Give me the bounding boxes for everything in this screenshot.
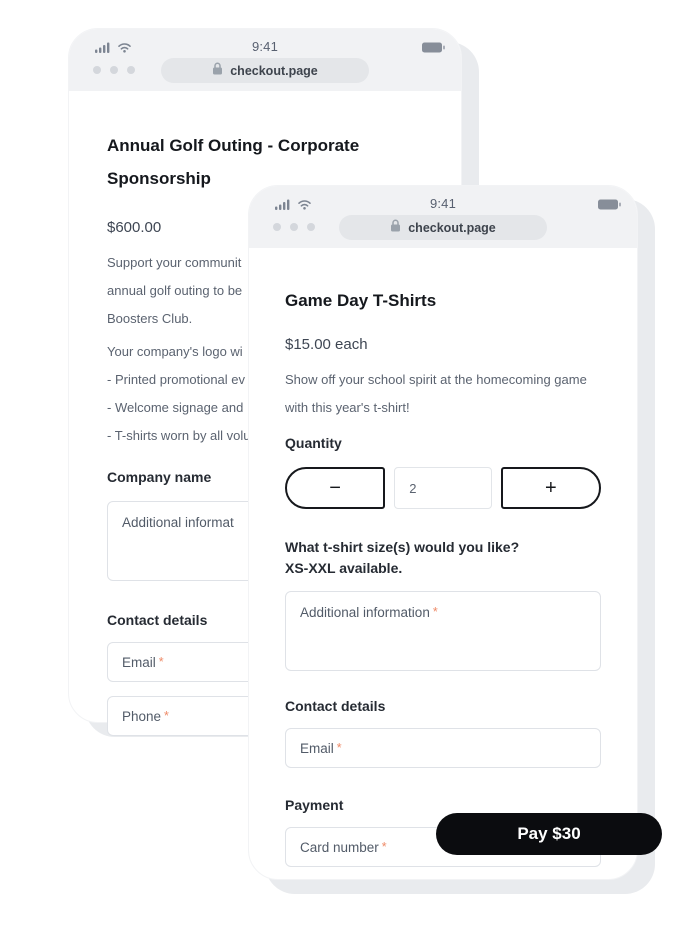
window-dot: [273, 223, 281, 231]
phone-mockup-front: 9:41 checkout.: [248, 185, 662, 880]
wifi-icon: [297, 197, 312, 215]
product-price: $15.00 each: [285, 336, 368, 353]
required-mark: *: [336, 741, 342, 755]
required-mark: *: [432, 605, 438, 619]
status-bar: 9:41: [69, 29, 461, 57]
textarea-placeholder: Additional informat: [122, 515, 234, 530]
window-dot: [127, 66, 135, 74]
status-time: 9:41: [251, 39, 279, 54]
quantity-increase-button[interactable]: +: [500, 467, 602, 509]
size-question-label: What t-shirt size(s) would you like? XS-…: [285, 539, 520, 576]
wifi-icon: [117, 40, 132, 58]
window-dot: [110, 66, 118, 74]
quantity-decrease-button[interactable]: −: [285, 467, 386, 509]
field-placeholder: Phone: [122, 708, 162, 724]
battery-icon: [598, 197, 621, 215]
address-bar[interactable]: checkout.page: [339, 215, 547, 240]
field-placeholder: Email: [300, 740, 334, 756]
window-buttons: [93, 66, 135, 74]
pay-button[interactable]: Pay $30: [436, 813, 662, 855]
browser-chrome: 9:41 checkout.: [69, 29, 461, 91]
contact-details-label: Contact details: [285, 698, 386, 714]
browser-chrome: 9:41 checkout.: [249, 186, 637, 248]
url-text: checkout.page: [408, 220, 496, 235]
window-dot: [290, 223, 298, 231]
required-mark: *: [158, 655, 164, 669]
window-dot: [307, 223, 315, 231]
cellular-signal-icon: [95, 40, 111, 58]
product-title: Game Day T-Shirts: [285, 291, 437, 310]
status-time: 9:41: [429, 196, 457, 211]
quantity-input[interactable]: 2: [394, 467, 492, 509]
quantity-label: Quantity: [285, 435, 342, 451]
required-mark: *: [381, 840, 387, 854]
window-buttons: [273, 223, 315, 231]
cellular-signal-icon: [275, 197, 291, 215]
product-description: Support your communit annual golf outing…: [107, 255, 243, 326]
browser-toolbar: checkout.page: [69, 57, 461, 89]
benefits-list: Your company's logo wi - Printed promoti…: [107, 344, 251, 443]
window-dot: [93, 66, 101, 74]
product-price: $600.00: [107, 219, 162, 236]
url-text: checkout.page: [230, 63, 318, 78]
address-bar[interactable]: checkout.page: [161, 58, 369, 83]
additional-info-textarea[interactable]: Additional information *: [285, 591, 601, 671]
company-name-label: Company name: [107, 469, 212, 485]
textarea-placeholder: Additional information: [300, 605, 430, 620]
browser-toolbar: checkout.page: [249, 214, 637, 246]
quantity-stepper: − 2 +: [285, 467, 602, 509]
product-title: Annual Golf Outing - Corporate Sponsorsh…: [107, 136, 360, 188]
status-bar: 9:41: [249, 186, 637, 214]
contact-details-label: Contact details: [107, 612, 208, 628]
product-description: Show off your school spirit at the homec…: [285, 372, 587, 415]
email-field[interactable]: Email *: [285, 728, 601, 768]
field-placeholder: Card number: [300, 839, 379, 855]
field-placeholder: Email: [122, 654, 156, 670]
payment-label: Payment: [285, 797, 344, 813]
lock-icon: [390, 219, 401, 237]
battery-icon: [422, 40, 445, 58]
required-mark: *: [164, 709, 169, 723]
lock-icon: [212, 62, 223, 80]
